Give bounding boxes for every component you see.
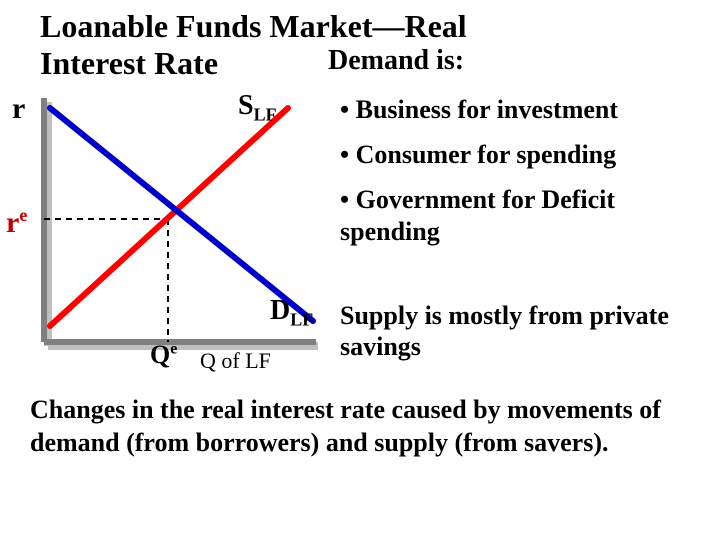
re-sup: e [19, 205, 27, 225]
slf-base: S [238, 90, 254, 121]
title-line2: Interest Rate [40, 45, 218, 82]
qe-base: Q [150, 340, 170, 369]
x-axis-equilibrium-label: Qe [150, 340, 177, 370]
dlf-sub: LF [290, 310, 313, 330]
y-axis-label: r [12, 92, 25, 126]
demand-bullets: • Business for investment • Consumer for… [340, 94, 710, 261]
qe-sup: e [170, 340, 177, 357]
dlf-base: D [270, 295, 290, 326]
demand-is-label: Demand is: [328, 45, 464, 82]
summary-text: Changes in the real interest rate caused… [30, 394, 690, 459]
slide-title: Loanable Funds Market—Real Interest Rate… [40, 8, 680, 82]
title-line2-wrap: Interest Rate Demand is: [40, 45, 680, 82]
supply-description: Supply is mostly from private savings [340, 300, 710, 362]
bullet-business: • Business for investment [340, 94, 710, 125]
y-axis-equilibrium-label: re [6, 205, 27, 240]
slf-sub: LF [254, 105, 277, 125]
supply-curve-label: SLF [238, 90, 277, 126]
bullet-consumer: • Consumer for spending [340, 139, 710, 170]
bullet-government: • Government for Deficit spending [340, 184, 710, 246]
demand-curve-label: DLF [270, 295, 313, 331]
x-axis-label: Q of LF [200, 348, 271, 374]
title-line1: Loanable Funds Market—Real [40, 8, 680, 45]
re-base: r [6, 206, 19, 239]
